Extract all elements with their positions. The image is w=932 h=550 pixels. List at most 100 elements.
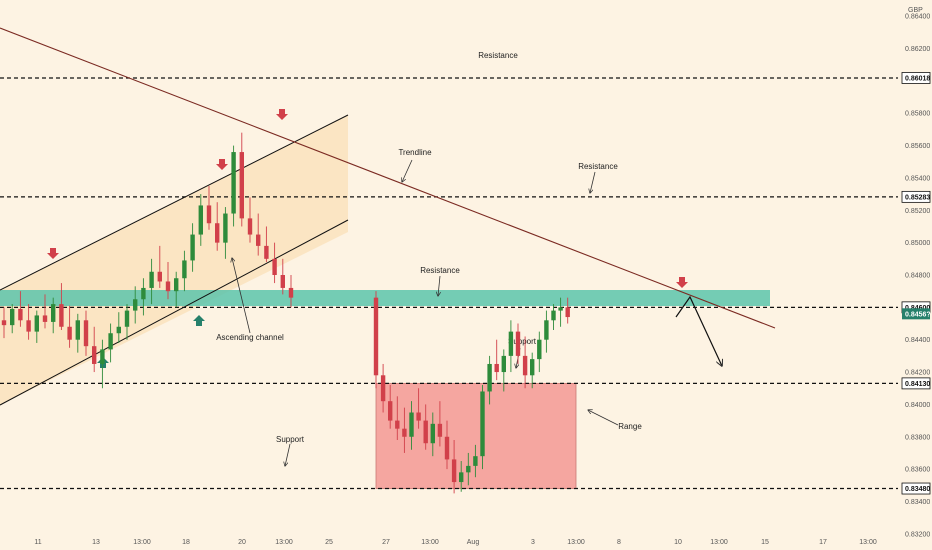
candle-body <box>423 420 428 444</box>
y-tick-label: 0.83600 <box>905 467 930 474</box>
x-tick-label: 8 <box>617 539 621 546</box>
candle-body <box>223 213 228 243</box>
candle-body <box>206 205 212 224</box>
y-tick-label: 0.85000 <box>905 240 930 247</box>
candle-body <box>67 326 72 340</box>
candle-body <box>75 320 80 340</box>
candle-body <box>388 401 393 421</box>
currency-label: GBP <box>908 7 923 14</box>
range-pointer <box>588 410 619 426</box>
candle-body <box>473 456 478 466</box>
support-lower-pointer <box>285 443 291 466</box>
channel-pointer <box>232 258 251 334</box>
level-price-label: 0.85283 <box>905 194 930 201</box>
candle-body <box>231 152 236 214</box>
level-price-label: 0.83480 <box>905 486 930 493</box>
candle-body <box>551 310 556 321</box>
candle-body <box>494 363 499 373</box>
level-price-label: 0.84130 <box>905 381 930 388</box>
down-arrow-icon <box>276 109 288 120</box>
candle-body <box>522 355 528 376</box>
candle-body <box>149 271 154 288</box>
candle-body <box>480 391 485 457</box>
x-tick-label: 15 <box>761 539 769 546</box>
candle-body <box>59 304 64 327</box>
trendline <box>0 27 776 329</box>
candle-body <box>51 304 56 322</box>
y-tick-label: 0.83400 <box>905 499 930 506</box>
candle-body <box>239 152 244 219</box>
annotation-label: Support <box>508 337 537 346</box>
y-tick-label: 0.86400 <box>905 14 930 21</box>
candle-body <box>92 346 97 364</box>
candle-body <box>100 349 105 364</box>
level-price-tag <box>901 377 931 390</box>
x-tick-label: 27 <box>382 539 390 546</box>
y-tick-label: 0.84000 <box>905 402 930 409</box>
candle-body <box>515 331 521 356</box>
y-axis-panel <box>898 0 932 550</box>
candle-body <box>133 299 138 311</box>
candle-body <box>83 320 89 347</box>
resistance-zone-pointer <box>438 275 440 296</box>
candle-body <box>198 205 203 235</box>
candle-body <box>280 275 285 288</box>
y-tick-label: 0.84200 <box>905 370 930 377</box>
candle-body <box>116 326 121 334</box>
candle-body <box>444 436 450 460</box>
level-price-tag <box>901 72 931 84</box>
level-price-label: 0.86018 <box>905 75 930 82</box>
candle-body <box>174 278 179 292</box>
x-tick-label: 20 <box>238 539 246 546</box>
candle-body <box>182 260 187 279</box>
level-price-tag <box>901 190 931 203</box>
candle-body <box>373 297 379 376</box>
candle-body <box>508 331 514 356</box>
candle-body <box>288 287 294 298</box>
candle-layer <box>1 132 570 494</box>
x-tick-label: 3 <box>531 539 535 546</box>
annotation-label: Trendline <box>398 148 432 157</box>
candle-body <box>409 412 414 437</box>
candle-body <box>272 258 277 275</box>
channel-lower-line <box>0 219 349 406</box>
candle-body <box>34 315 39 332</box>
x-tick-label: 13:00 <box>421 539 439 546</box>
x-tick-label: 13:00 <box>859 539 877 546</box>
candle-body <box>501 355 506 373</box>
x-tick-label: 13:00 <box>275 539 293 546</box>
y-tick-label: 0.86200 <box>905 46 930 53</box>
resistance-pointer <box>590 171 596 193</box>
x-tick-label: 13:00 <box>567 539 585 546</box>
down-arrow-icon <box>676 277 688 288</box>
current-price-tag <box>902 308 930 320</box>
candle-body <box>537 339 542 360</box>
candle-body <box>190 234 195 261</box>
x-tick-label: 10 <box>674 539 682 546</box>
x-tick-label: 13:00 <box>710 539 728 546</box>
y-tick-label: 0.85800 <box>905 111 930 118</box>
candle-body <box>558 307 563 311</box>
trendline-pointer <box>402 159 413 182</box>
candle-body <box>10 308 15 326</box>
candle-body <box>437 423 443 437</box>
y-tick-label: 0.85400 <box>905 175 930 182</box>
candle-body <box>256 234 261 246</box>
annotation-label: Resistance <box>420 266 460 275</box>
candle-body <box>264 245 269 259</box>
candle-body <box>215 223 220 243</box>
candle-body <box>380 375 386 402</box>
candle-body <box>1 320 7 326</box>
y-tick-label: 0.84400 <box>905 337 930 344</box>
candle-body <box>18 308 23 321</box>
annotation-label: Resistance <box>478 51 518 60</box>
candle-body <box>247 218 253 235</box>
projection-arrow <box>675 295 722 366</box>
x-tick-label: 25 <box>325 539 333 546</box>
y-tick-label: 0.85600 <box>905 143 930 150</box>
x-tick-label: 11 <box>34 539 41 546</box>
y-tick-label: 0.83200 <box>905 531 930 538</box>
